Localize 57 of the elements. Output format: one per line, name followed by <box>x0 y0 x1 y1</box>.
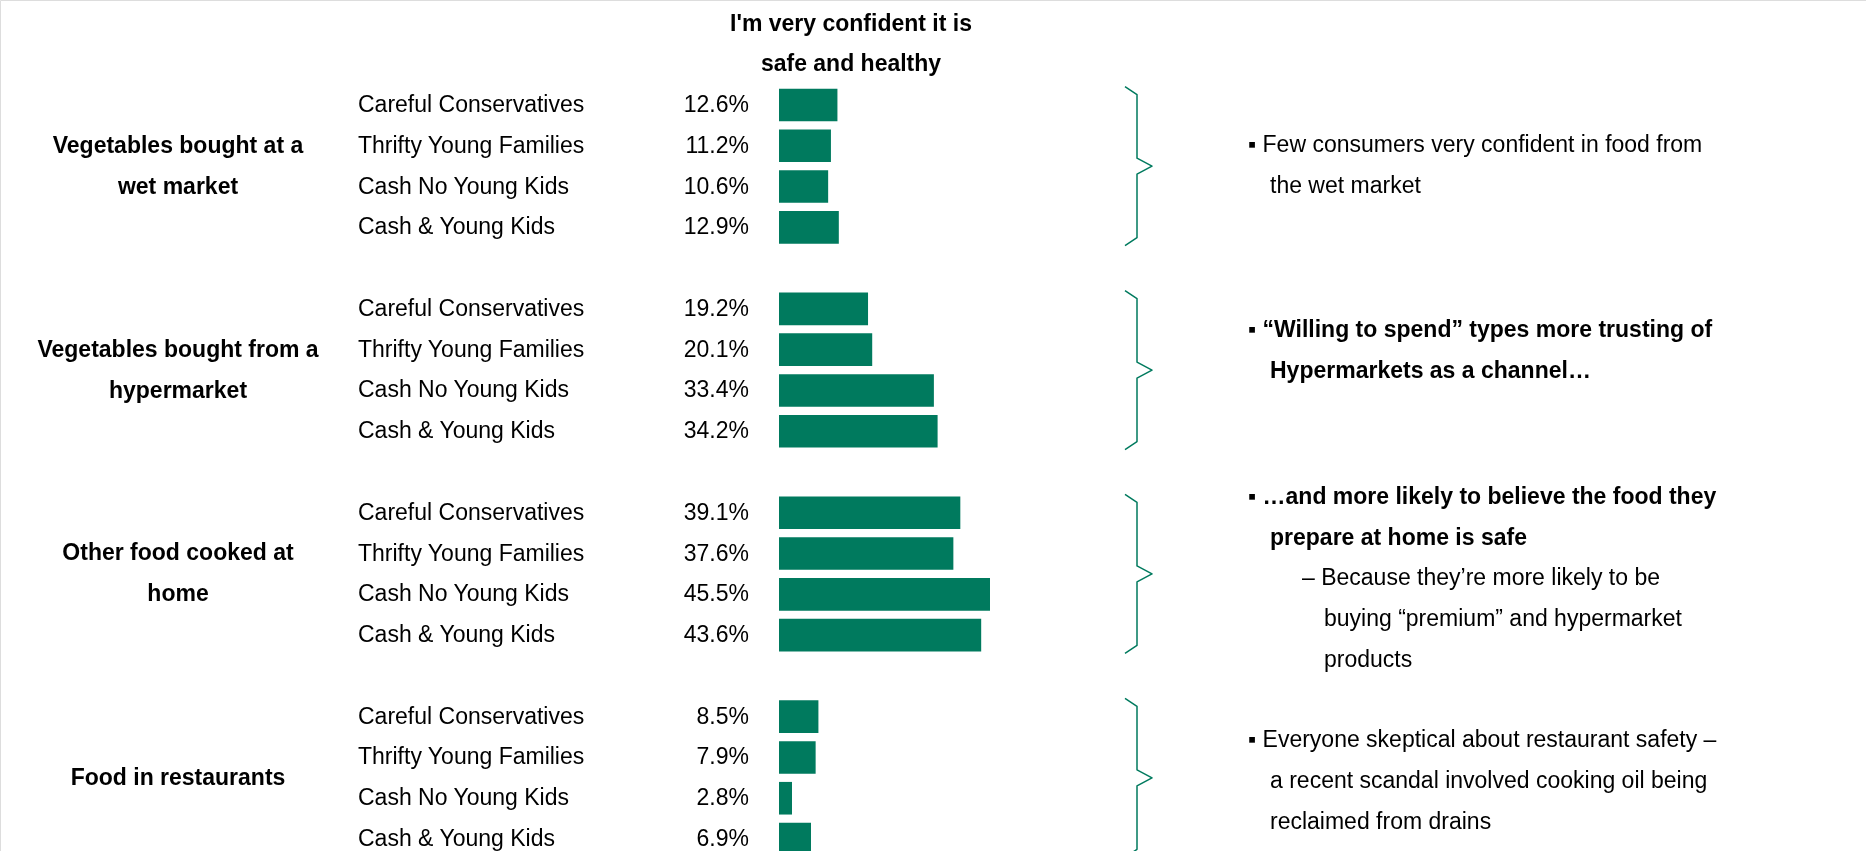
data-label: 7.9% <box>696 743 749 770</box>
bar <box>779 292 869 326</box>
data-label: 45.5% <box>683 580 749 607</box>
data-label: 10.6% <box>683 172 749 199</box>
y-tick-label: Careful Conservatives <box>358 90 585 117</box>
text: ▪ “Willing to spend” types more trusting of Hypermarkets as a channel… <box>1248 316 1713 383</box>
data-label: 43.6% <box>683 621 749 648</box>
y-tick-label: Careful Conservatives <box>358 294 585 321</box>
text: Vegetables bought at a wet market <box>52 131 304 199</box>
bar <box>779 333 873 366</box>
bar <box>779 170 829 203</box>
data-label: 37.6% <box>683 539 749 566</box>
text: Other food cooked at home <box>62 539 294 607</box>
y-tick-label: Cash & Young Kids <box>358 417 555 444</box>
bar <box>779 781 792 815</box>
y-tick-label: Cash & Young Kids <box>358 621 555 648</box>
y-tick-label: Cash No Young Kids <box>358 784 569 811</box>
text: ▪ Everyone skeptical about restaurant safety – a recent scandal involved cooking oil being reclaimed from drains <box>1248 726 1717 834</box>
data-label: 2.8% <box>696 784 749 811</box>
data-label: 6.9% <box>696 825 749 851</box>
y-tick-label: Thrifty Young Families <box>358 131 585 158</box>
y-tick-label: Cash & Young Kids <box>358 825 555 851</box>
data-label: 11.2% <box>685 131 749 158</box>
bar <box>779 618 982 652</box>
text: – Because they’re more likely to be buying “premium” and hypermarket products <box>1302 564 1683 672</box>
bar <box>779 414 938 448</box>
text: ▪ Few consumers very confident in food from the wet market <box>1248 131 1703 198</box>
chart-title: I'm very confident it is safe and healthy <box>730 10 972 76</box>
bar <box>779 700 819 733</box>
data-label: 33.4% <box>683 376 749 403</box>
y-tick-label: Cash & Young Kids <box>358 213 555 240</box>
data-label: 19.2% <box>683 294 749 321</box>
bar <box>779 211 839 244</box>
y-tick-label: Thrifty Young Families <box>358 539 585 566</box>
y-tick-label: Cash No Young Kids <box>358 580 569 607</box>
bar <box>779 129 831 163</box>
y-tick-label: Cash No Young Kids <box>358 376 569 403</box>
bar <box>779 578 990 611</box>
text: ▪ …and more likely to believe the food they prepare at home is safe <box>1248 483 1717 550</box>
data-label: 8.5% <box>696 702 749 729</box>
text: Food in restaurants <box>70 763 286 790</box>
data-label: 12.9% <box>683 213 749 240</box>
y-tick-label: Cash No Young Kids <box>358 172 569 199</box>
data-label: 39.1% <box>683 498 749 525</box>
y-tick-label: Thrifty Young Families <box>358 743 585 770</box>
bar <box>779 537 954 570</box>
y-tick-label: Careful Conservatives <box>358 498 585 525</box>
data-label: 20.1% <box>683 335 749 362</box>
text: Vegetables bought from a hypermarket <box>37 335 319 403</box>
bar <box>779 496 961 530</box>
bar <box>779 741 816 774</box>
bar <box>779 374 934 407</box>
data-label: 12.6% <box>683 90 749 117</box>
bar <box>779 88 838 122</box>
y-tick-label: Careful Conservatives <box>358 702 585 729</box>
y-tick-label: Thrifty Young Families <box>358 335 585 362</box>
data-label: 34.2% <box>683 417 749 444</box>
